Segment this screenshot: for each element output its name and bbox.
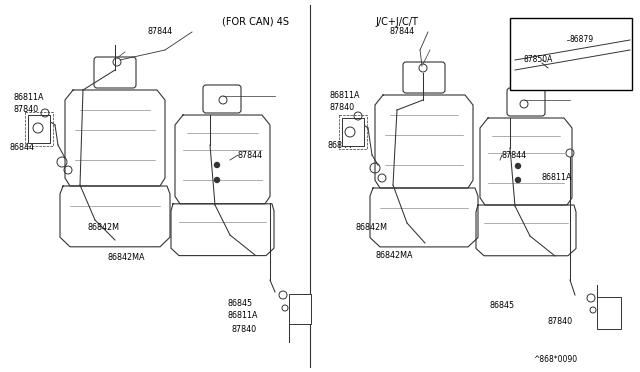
FancyBboxPatch shape [94,57,136,88]
Bar [25,112,53,146]
Text: 87850A: 87850A [524,55,554,64]
Text: 87844: 87844 [502,151,527,160]
Text: 86845: 86845 [228,298,253,308]
Text: 87840: 87840 [232,326,257,334]
Circle shape [515,164,520,169]
Text: 86844: 86844 [328,141,353,150]
Text: ^868*0090: ^868*0090 [533,356,577,365]
Circle shape [539,60,545,66]
FancyBboxPatch shape [403,62,445,93]
Circle shape [214,163,220,167]
Circle shape [563,39,567,43]
Bar [289,294,311,324]
Text: J/C+J/C/T: J/C+J/C/T [375,17,418,27]
Text: 86845: 86845 [490,301,515,310]
Text: 86879: 86879 [570,35,594,45]
Text: 87844: 87844 [390,28,415,36]
Text: 86811A: 86811A [228,311,259,321]
Text: (FOR CAN) 4S: (FOR CAN) 4S [221,17,289,27]
Text: 87840: 87840 [14,106,39,115]
FancyBboxPatch shape [203,85,241,113]
Text: 87844: 87844 [238,151,263,160]
Text: 86811A: 86811A [542,173,573,183]
Circle shape [214,177,220,183]
Text: 86842MA: 86842MA [108,253,145,263]
Text: 86811A: 86811A [14,93,45,103]
Text: 86842M: 86842M [88,224,120,232]
Bar [510,18,632,90]
Text: 86842MA: 86842MA [375,250,413,260]
Text: 87840: 87840 [330,103,355,112]
Bar [28,115,50,143]
Bar [597,297,621,329]
Text: 86844: 86844 [10,144,35,153]
Text: 86842M: 86842M [355,224,387,232]
Text: 87840: 87840 [548,317,573,327]
Bar [339,115,367,149]
Text: 87844: 87844 [148,28,173,36]
Circle shape [515,177,520,183]
Text: 86811A: 86811A [330,90,360,99]
FancyBboxPatch shape [507,88,545,116]
Bar [342,118,364,146]
